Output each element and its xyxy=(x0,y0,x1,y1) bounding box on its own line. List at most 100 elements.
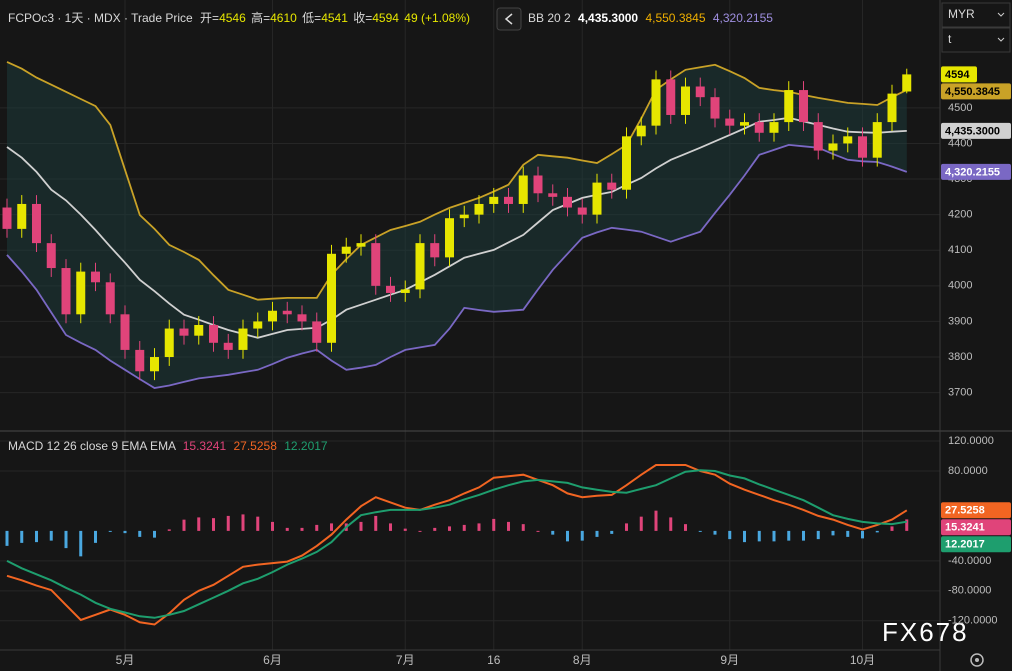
x-tick-label: 9月 xyxy=(720,653,739,667)
plot-layer xyxy=(0,0,940,650)
candle-body xyxy=(563,196,572,208)
price-badge-label: 27.5258 xyxy=(945,505,985,517)
histogram-bar xyxy=(610,530,614,534)
y-tick-label: 3900 xyxy=(948,315,972,327)
y-tick-label: 120.0000 xyxy=(948,435,994,447)
histogram-bar xyxy=(153,530,156,538)
price-badge xyxy=(941,519,1011,536)
y-tick-label: 4200 xyxy=(948,209,972,221)
histogram-bar xyxy=(816,530,820,540)
histogram-bar xyxy=(433,527,437,531)
candle-body xyxy=(371,243,381,286)
price-badge-label: 4594 xyxy=(945,69,970,81)
macd-line-value: 27.5258 xyxy=(233,439,277,453)
histogram-bar xyxy=(743,530,746,543)
y-tick-label: 4000 xyxy=(948,280,972,292)
x-tick-label: 5月 xyxy=(116,653,135,667)
histogram-bar xyxy=(639,516,643,531)
histogram-bar xyxy=(212,518,215,531)
price-badge xyxy=(941,163,1011,180)
dropdown-arrow xyxy=(997,12,1005,17)
price-badge-label: 4,320.2155 xyxy=(945,166,1000,178)
candle-body xyxy=(46,243,56,269)
histogram-bar xyxy=(580,530,584,541)
histogram-bar xyxy=(197,517,201,531)
histogram-bar xyxy=(315,524,319,531)
histogram-bar xyxy=(389,523,392,531)
histogram-bar xyxy=(551,530,555,535)
low-label: 低= xyxy=(302,11,321,25)
histogram-bar xyxy=(285,527,289,531)
candle-body xyxy=(430,243,440,258)
price-badge xyxy=(941,83,1011,100)
histogram-bar xyxy=(625,523,628,531)
histogram-bar xyxy=(374,515,378,531)
candle-body xyxy=(592,182,602,215)
histogram-bar xyxy=(875,530,879,533)
histogram-bar xyxy=(448,526,451,531)
macd-line xyxy=(6,469,907,619)
macd-name: MACD 12 26 close 9 EMA EMA xyxy=(8,439,176,453)
candle-body xyxy=(459,214,469,219)
y-tick-label: -120.0000 xyxy=(948,615,998,627)
price-badge-label: 12.2017 xyxy=(945,539,985,551)
histogram-bar xyxy=(462,524,466,531)
candle-body xyxy=(754,122,764,133)
histogram-bar xyxy=(728,530,732,540)
histogram-bar xyxy=(521,524,525,531)
histogram-bar xyxy=(64,530,68,549)
histogram-bar xyxy=(20,530,24,543)
histogram-bar xyxy=(566,530,569,542)
histogram-bar xyxy=(241,514,245,531)
candle-body xyxy=(61,268,71,315)
unit-dropdown[interactable] xyxy=(941,27,1011,53)
dropdown-arrow xyxy=(997,37,1005,42)
candle-body xyxy=(858,136,867,158)
bb-legend: BB 20 2 4,435.3000 4,550.3845 4,320.2155 xyxy=(528,11,773,25)
close-value: 4594 xyxy=(372,11,399,25)
candle-body xyxy=(681,86,690,115)
macd-legend: MACD 12 26 close 9 EMA EMA 15.3241 27.52… xyxy=(8,439,328,453)
currency-dropdown[interactable] xyxy=(941,2,1011,28)
candle-body xyxy=(312,321,322,343)
candle-body xyxy=(209,324,218,343)
candle-body xyxy=(887,93,897,123)
high-value: 4610 xyxy=(270,11,297,25)
y-tick-label: 4100 xyxy=(948,244,972,256)
histogram-bar xyxy=(167,529,171,531)
histogram-bar xyxy=(359,521,363,531)
x-tick-label: 16 xyxy=(487,653,501,667)
candle-body xyxy=(651,79,661,126)
candle-body xyxy=(150,357,159,372)
open-label: 开= xyxy=(200,11,219,25)
histogram-bar xyxy=(123,530,127,534)
y-tick-label: 4500 xyxy=(948,102,972,114)
candle-body xyxy=(356,243,366,247)
candle-body xyxy=(769,122,779,133)
candle-body xyxy=(253,321,263,329)
histogram-bar xyxy=(713,530,717,535)
histogram-bar xyxy=(757,530,761,542)
price-legend: FCPOc3 · 1天 · MDX · Trade Price 开=4546 高… xyxy=(8,10,470,25)
symbol-title: FCPOc3 · 1天 · MDX · Trade Price xyxy=(8,11,193,25)
histogram-bar xyxy=(35,530,38,543)
histogram-bar xyxy=(654,510,658,531)
settings-icon[interactable] xyxy=(970,653,984,667)
histogram-bar xyxy=(5,530,9,546)
histogram-bar xyxy=(138,530,142,537)
collapse-button[interactable] xyxy=(496,7,522,31)
histogram-bar xyxy=(403,528,407,531)
histogram-bar xyxy=(905,519,909,531)
candle-body xyxy=(577,207,587,215)
candle-body xyxy=(223,342,233,350)
y-tick-label: -40.0000 xyxy=(948,555,991,567)
candle-body xyxy=(828,143,838,151)
histogram-bar xyxy=(330,523,333,531)
candle-body xyxy=(194,324,204,336)
candle-body xyxy=(666,79,676,115)
y-tick-label: 3700 xyxy=(948,387,972,399)
histogram-bar xyxy=(536,530,540,532)
candle-body xyxy=(341,246,351,254)
price-badge-label: 15.3241 xyxy=(945,522,985,534)
macd-line xyxy=(6,464,908,626)
